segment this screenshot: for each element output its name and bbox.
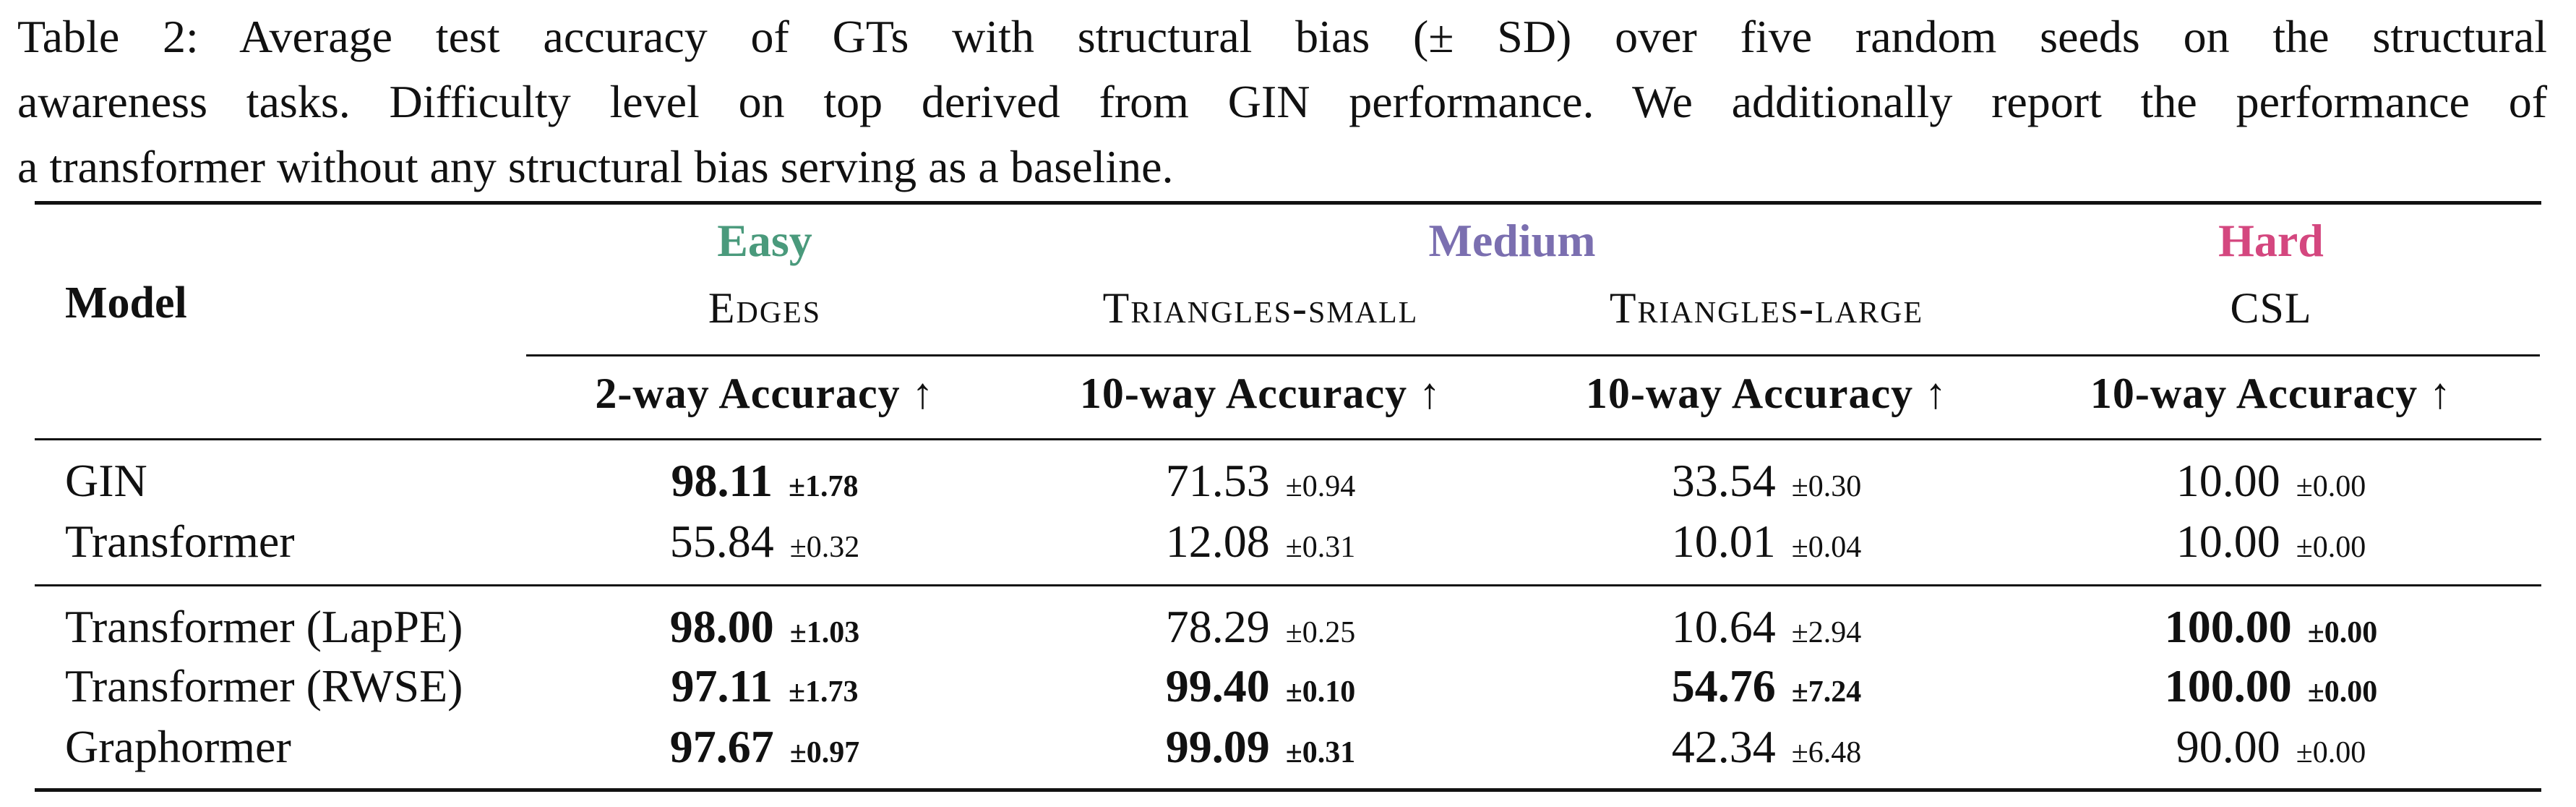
bottom-rule [35, 788, 2541, 792]
difficulty-easy-label: Easy [717, 215, 812, 266]
caption-line-2: awareness tasks. Difficulty level on top… [17, 76, 2547, 127]
caption-line-3: a transformer without any structural bia… [17, 141, 1174, 192]
table-cell: 78.29 ±0.25 [1165, 601, 1356, 652]
task-header-csl: CSL [2230, 284, 2312, 332]
table-cell: 100.00 ±0.00 [2164, 601, 2378, 652]
table-cell: 12.08 ±0.31 [1165, 516, 1356, 567]
table-cell: 71.53 ±0.94 [1165, 455, 1356, 506]
difficulty-medium-label: Medium [1428, 215, 1596, 266]
header-bottom-rule [35, 438, 2541, 440]
table-cell: 99.09 ±0.31 [1165, 721, 1356, 772]
task-underline-rule [526, 354, 2540, 356]
table-caption: Table 2: Average test accuracy of GTs wi… [17, 4, 2547, 200]
table-cell: 97.11 ±1.73 [671, 660, 859, 712]
table-cell: 10.01 ±0.04 [1671, 516, 1862, 567]
table-cell: 42.34 ±6.48 [1671, 721, 1862, 772]
row-model-label: Graphormer [65, 721, 291, 772]
table-cell: 97.67 ±0.97 [669, 721, 860, 772]
table-cell: 99.40 ±0.10 [1165, 660, 1356, 712]
metric-header-edges: 2-way Accuracy ↑ [595, 370, 935, 417]
metric-header-csl: 10-way Accuracy ↑ [2090, 370, 2452, 417]
row-model-label: GIN [65, 455, 147, 506]
table-cell: 33.54 ±0.30 [1671, 455, 1862, 506]
difficulty-hard-label: Hard [2218, 215, 2324, 266]
table-cell: 98.11 ±1.78 [671, 455, 859, 506]
task-header-triangles-large: Triangles-large [1609, 284, 1924, 332]
group-separator-rule [35, 584, 2541, 586]
model-column-header: Model [65, 278, 187, 328]
table-cell: 10.00 ±0.00 [2176, 516, 2366, 567]
top-rule [35, 201, 2541, 205]
table-cell: 54.76 ±7.24 [1671, 660, 1862, 712]
metric-header-triangles-small: 10-way Accuracy ↑ [1079, 370, 1442, 417]
table-cell: 10.00 ±0.00 [2176, 455, 2366, 506]
row-model-label: Transformer (LapPE) [65, 601, 463, 652]
row-model-label: Transformer (RWSE) [65, 660, 463, 712]
row-model-label: Transformer [65, 516, 295, 567]
metric-header-triangles-large: 10-way Accuracy ↑ [1585, 370, 1948, 417]
table-cell: 55.84 ±0.32 [669, 516, 860, 567]
table-cell: 90.00 ±0.00 [2176, 721, 2366, 772]
task-header-edges: Edges [708, 284, 822, 332]
task-header-triangles-small: Triangles-small [1102, 284, 1419, 332]
table-cell: 98.00 ±1.03 [669, 601, 860, 652]
table-cell: 100.00 ±0.00 [2164, 660, 2378, 712]
caption-line-1: Table 2: Average test accuracy of GTs wi… [17, 11, 2547, 62]
table-cell: 10.64 ±2.94 [1671, 601, 1862, 652]
